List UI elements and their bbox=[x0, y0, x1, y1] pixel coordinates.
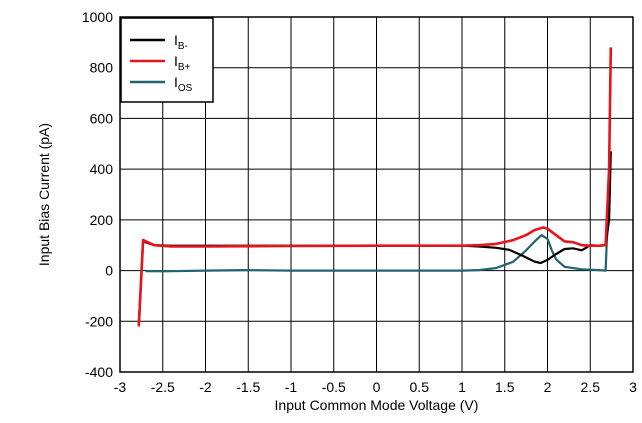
y-tick-label: -400 bbox=[85, 364, 113, 380]
x-tick-label: -2 bbox=[199, 379, 212, 395]
plot-frame bbox=[119, 16, 634, 373]
y-tick-labels: -400 -200 0 200 400 600 800 1000 bbox=[82, 9, 113, 380]
x-tick-label: 2 bbox=[544, 379, 552, 395]
y-tick-label: 1000 bbox=[82, 9, 113, 25]
x-axis-title: Input Common Mode Voltage (V) bbox=[275, 397, 479, 413]
y-tick-label: 200 bbox=[90, 212, 114, 228]
x-tick-label: 0.5 bbox=[410, 379, 430, 395]
series-line-os bbox=[145, 164, 611, 273]
legend-label: IOS bbox=[174, 74, 193, 94]
x-tick-label: 1 bbox=[458, 379, 466, 395]
legend-label: IB- bbox=[174, 32, 188, 52]
x-tick-label: -0.5 bbox=[322, 379, 346, 395]
y-tick-label: 400 bbox=[90, 161, 114, 177]
series-line-b-plus bbox=[137, 47, 613, 327]
y-tick-label: 600 bbox=[90, 110, 114, 126]
legend-label: IB+ bbox=[174, 53, 191, 73]
y-tick-label: -200 bbox=[85, 313, 113, 329]
y-axis-title: Input Bias Current (pA) bbox=[36, 123, 52, 266]
series-lines bbox=[137, 47, 613, 327]
x-tick-labels: -3 -2.5 -2 -1.5 -1 -0.5 0 0.5 1 1.5 2 2.5 3 bbox=[114, 379, 637, 395]
y-tick-label: 800 bbox=[90, 60, 114, 76]
y-tick-label: 0 bbox=[105, 263, 113, 279]
x-tick-label: -2.5 bbox=[151, 379, 175, 395]
x-tick-label: 1.5 bbox=[495, 379, 515, 395]
x-tick-label: -1.5 bbox=[236, 379, 260, 395]
x-tick-label: -1 bbox=[285, 379, 298, 395]
legend: IB-IB+IOS bbox=[120, 17, 214, 103]
x-tick-label: 2.5 bbox=[581, 379, 601, 395]
x-tick-label: -3 bbox=[114, 379, 127, 395]
x-tick-label: 3 bbox=[629, 379, 637, 395]
x-tick-label: 0 bbox=[373, 379, 381, 395]
